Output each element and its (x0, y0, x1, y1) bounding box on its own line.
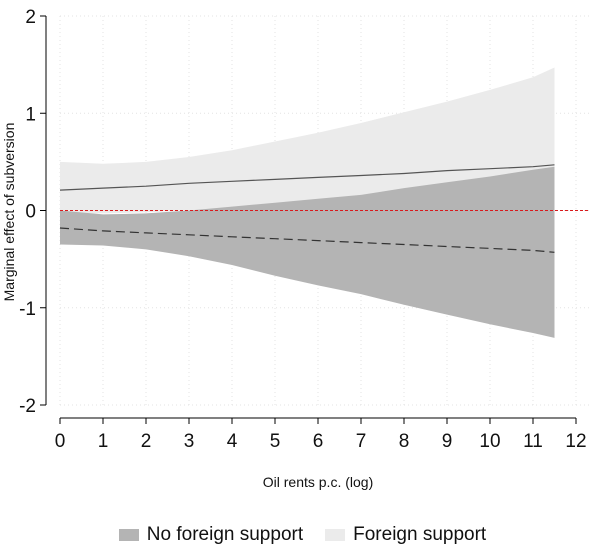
estimate-line-foreign-support (59, 164, 555, 191)
x-tick-label-0: 0 (55, 431, 66, 452)
x-tick-label-7: 7 (356, 431, 367, 452)
legend-item-no-foreign-support: No foreign support (118, 524, 304, 546)
y-tick-label-1: 1 (25, 104, 36, 125)
legend-label-no-foreign-support: No foreign support (146, 524, 304, 545)
legend-label-foreign-support: Foreign support (353, 524, 487, 545)
x-tick-label-1: 1 (98, 431, 109, 452)
x-axis-label: Oil rents p.c. (log) (263, 474, 373, 490)
confidence-bands (60, 67, 555, 338)
y-tick-label-0: 0 (25, 202, 36, 223)
x-tick-label-6: 6 (313, 431, 324, 452)
x-tick-label-5: 5 (270, 431, 281, 452)
y-axis-label: Marginal effect of subversion (1, 123, 17, 302)
legend: No foreign support Foreign support (0, 522, 605, 548)
x-tick-label-11: 11 (523, 431, 543, 452)
legend-swatch-foreign-support (325, 529, 346, 541)
x-tick-label-2: 2 (141, 431, 152, 452)
estimate-lines (59, 164, 590, 253)
x-tick-label-4: 4 (227, 431, 238, 452)
estimate-line-no-foreign-support (59, 227, 555, 253)
x-tick-label-9: 9 (442, 431, 453, 452)
y-tick-label--2: -2 (19, 396, 36, 417)
band-no-foreign-support (60, 166, 555, 338)
x-tick-label-10: 10 (479, 431, 500, 452)
y-tick-label-2: 2 (25, 7, 36, 28)
x-tick-label-8: 8 (399, 431, 410, 452)
x-tick-label-3: 3 (184, 431, 195, 452)
y-tick-label--1: -1 (19, 299, 36, 320)
x-tick-label-12: 12 (565, 431, 586, 452)
legend-item-foreign-support: Foreign support (325, 524, 486, 546)
legend-swatch-no-foreign-support (118, 529, 139, 541)
